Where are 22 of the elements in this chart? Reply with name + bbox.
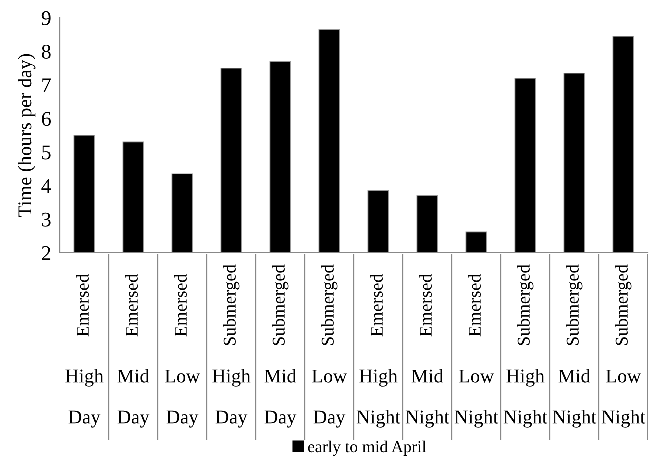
y-tick-label: 2 bbox=[42, 246, 51, 260]
category-label: Submerged Mid Day bbox=[264, 264, 297, 428]
category-label: Submerged High Day bbox=[212, 264, 251, 428]
y-tick-label: 6 bbox=[42, 112, 52, 126]
category-label: Emersed High Night bbox=[356, 274, 401, 428]
category-label: Emersed High Day bbox=[66, 274, 104, 428]
y-tick-label: 9 bbox=[42, 11, 51, 26]
y-tick-label: 7 bbox=[42, 78, 52, 92]
category-label: Submerged Low Day bbox=[312, 264, 348, 428]
y-tick-label: 4 bbox=[42, 179, 52, 194]
y-axis-title: Time (hours per day) bbox=[18, 54, 36, 218]
y-tick-label: 3 bbox=[42, 212, 51, 227]
category-label: Emersed Mid Day bbox=[118, 274, 150, 428]
y-tick-label: 8 bbox=[42, 44, 51, 60]
category-label: Submerged Low Night bbox=[602, 264, 646, 428]
category-label: Emersed Low Night bbox=[454, 274, 499, 428]
category-label: Submerged Mid Night bbox=[552, 264, 597, 428]
y-tick-label: 5 bbox=[42, 146, 51, 160]
category-label: Emersed Mid Night bbox=[406, 274, 450, 428]
category-label: Emersed Low Day bbox=[165, 274, 200, 428]
category-label: Submerged High Night bbox=[504, 264, 548, 428]
legend-label: early to mid April bbox=[308, 440, 426, 456]
